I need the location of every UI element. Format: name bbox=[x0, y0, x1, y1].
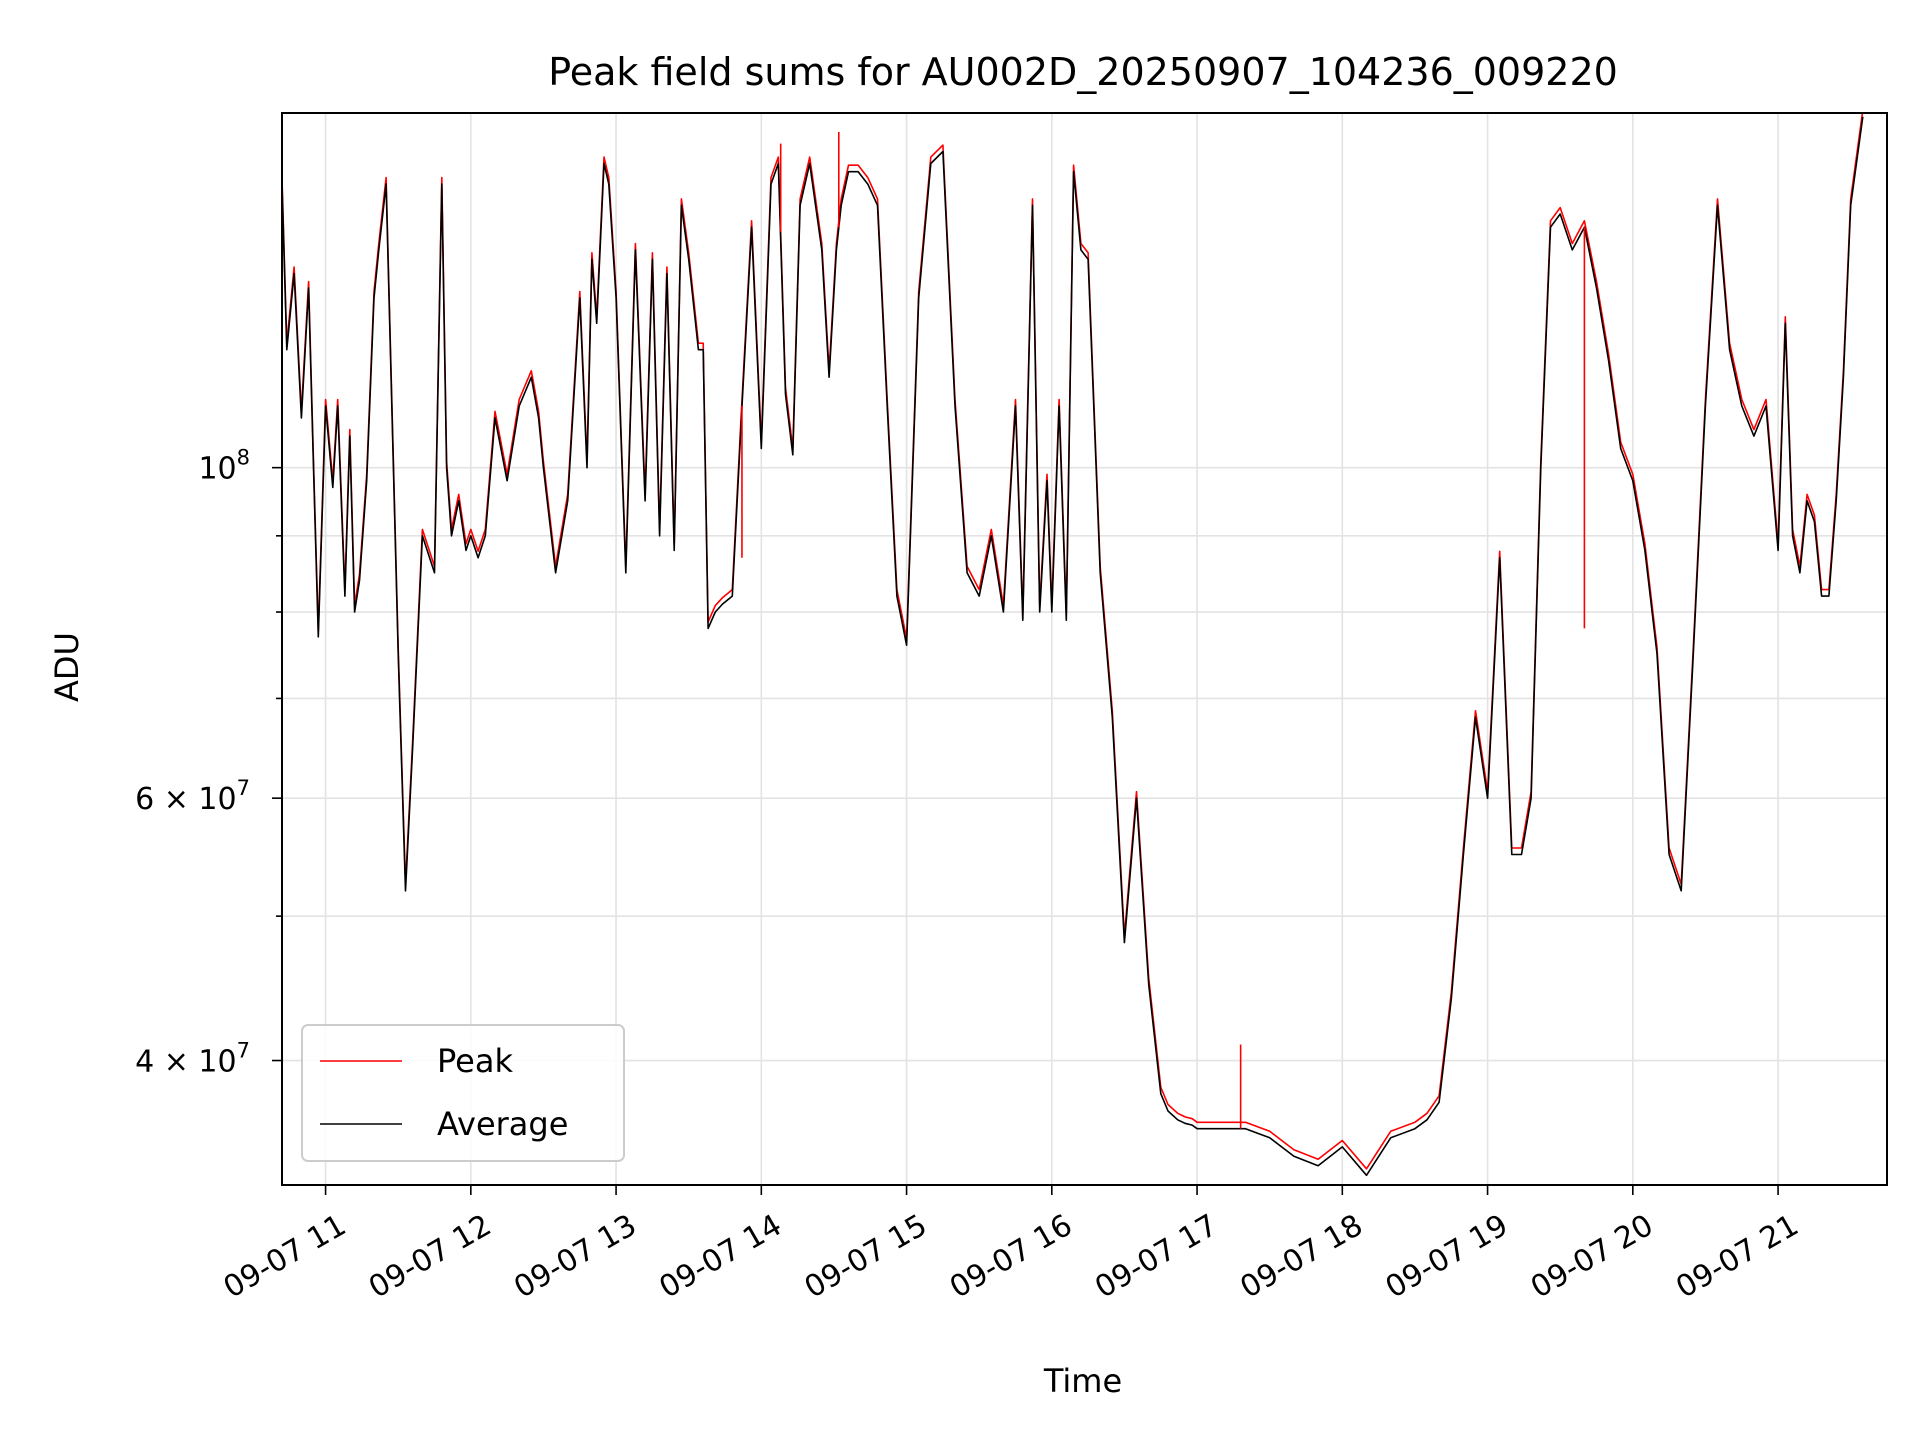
plot-area-frame bbox=[281, 112, 1888, 1186]
series-layer bbox=[282, 113, 1864, 1177]
x-tick-label: 09-07 12 bbox=[363, 1208, 497, 1306]
x-tick-label: 09-07 20 bbox=[1525, 1208, 1659, 1306]
x-axis: 09-07 11 09-07 12 09-07 13 09-07 14 09-07 15… bbox=[218, 1185, 1805, 1306]
x-tick-label: 09-07 13 bbox=[508, 1208, 642, 1306]
x-tick-label: 09-07 19 bbox=[1380, 1208, 1514, 1306]
x-axis-label: Time bbox=[1043, 1362, 1122, 1400]
y-tick-label: 6 × 107 bbox=[135, 776, 250, 817]
y-axis-label: ADU bbox=[48, 632, 86, 702]
x-tick-label: 09-07 15 bbox=[799, 1208, 933, 1306]
y-tick-label: 108 bbox=[198, 446, 250, 487]
legend-peak-label: Peak bbox=[437, 1042, 513, 1080]
chart-title: Peak field sums for AU002D_20250907_1042… bbox=[548, 50, 1618, 94]
x-tick-label: 09-07 14 bbox=[654, 1208, 788, 1306]
y-axis: 108 6 × 107 4 × 107 bbox=[135, 446, 282, 1080]
x-tick-label: 09-07 11 bbox=[218, 1208, 352, 1306]
x-tick-label: 09-07 21 bbox=[1670, 1208, 1804, 1306]
legend: Peak Average bbox=[301, 1024, 625, 1162]
series-line-average bbox=[282, 116, 1864, 1177]
x-tick-label: 09-07 18 bbox=[1234, 1208, 1368, 1306]
legend-average-label: Average bbox=[437, 1105, 568, 1143]
grid-lines bbox=[282, 113, 1887, 1185]
y-tick-label: 4 × 107 bbox=[135, 1039, 250, 1080]
x-tick-label: 09-07 17 bbox=[1089, 1208, 1223, 1306]
x-tick-label: 09-07 16 bbox=[944, 1208, 1078, 1306]
legend-box bbox=[301, 1024, 625, 1162]
